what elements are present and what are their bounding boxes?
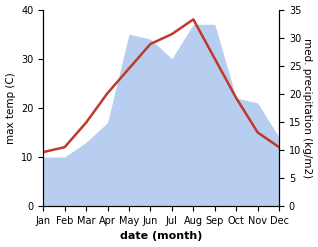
X-axis label: date (month): date (month) xyxy=(120,231,202,242)
Y-axis label: med. precipitation (kg/m2): med. precipitation (kg/m2) xyxy=(302,38,313,178)
Y-axis label: max temp (C): max temp (C) xyxy=(5,72,16,144)
